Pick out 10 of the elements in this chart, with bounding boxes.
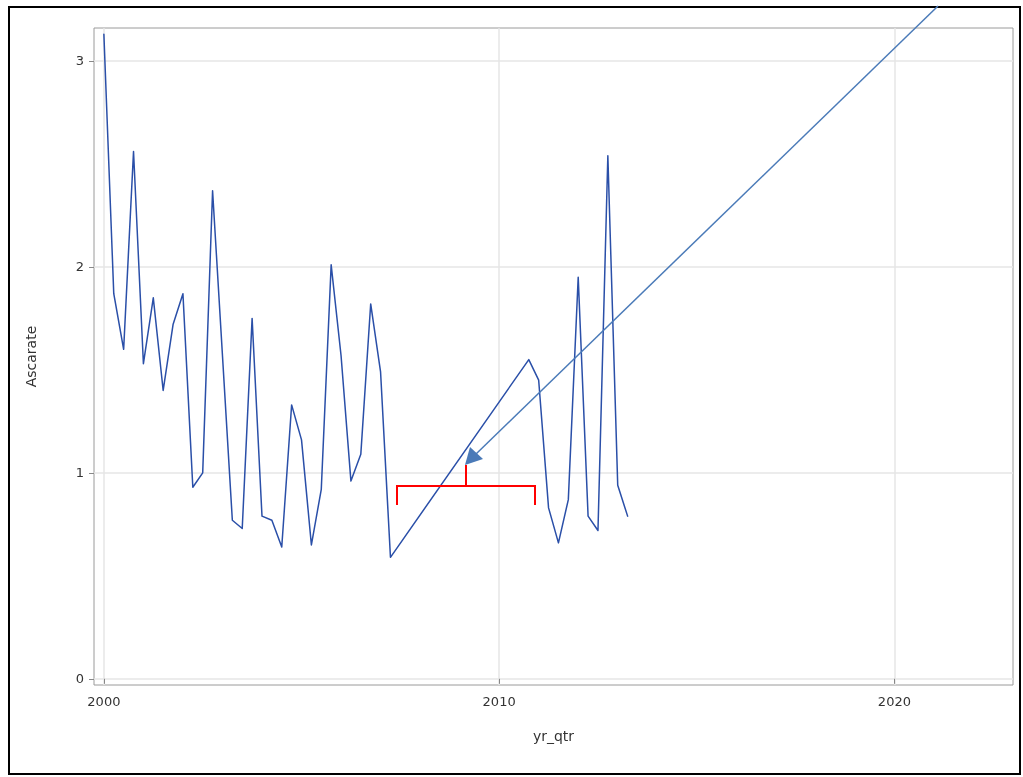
x-tick-label: 2000	[87, 694, 121, 709]
y-tick-label: 2	[75, 259, 84, 275]
x-tick-label: 2010	[482, 694, 516, 709]
y-axis-title: Ascarate	[23, 325, 39, 388]
y-tick-label: 3	[75, 53, 84, 69]
y-tick-label: 0	[75, 671, 84, 687]
line-series	[103, 33, 629, 559]
x-tick-label: 2020	[877, 694, 911, 709]
y-tick-label: 1	[75, 465, 84, 481]
x-axis-title: yr_qtr	[532, 728, 575, 744]
